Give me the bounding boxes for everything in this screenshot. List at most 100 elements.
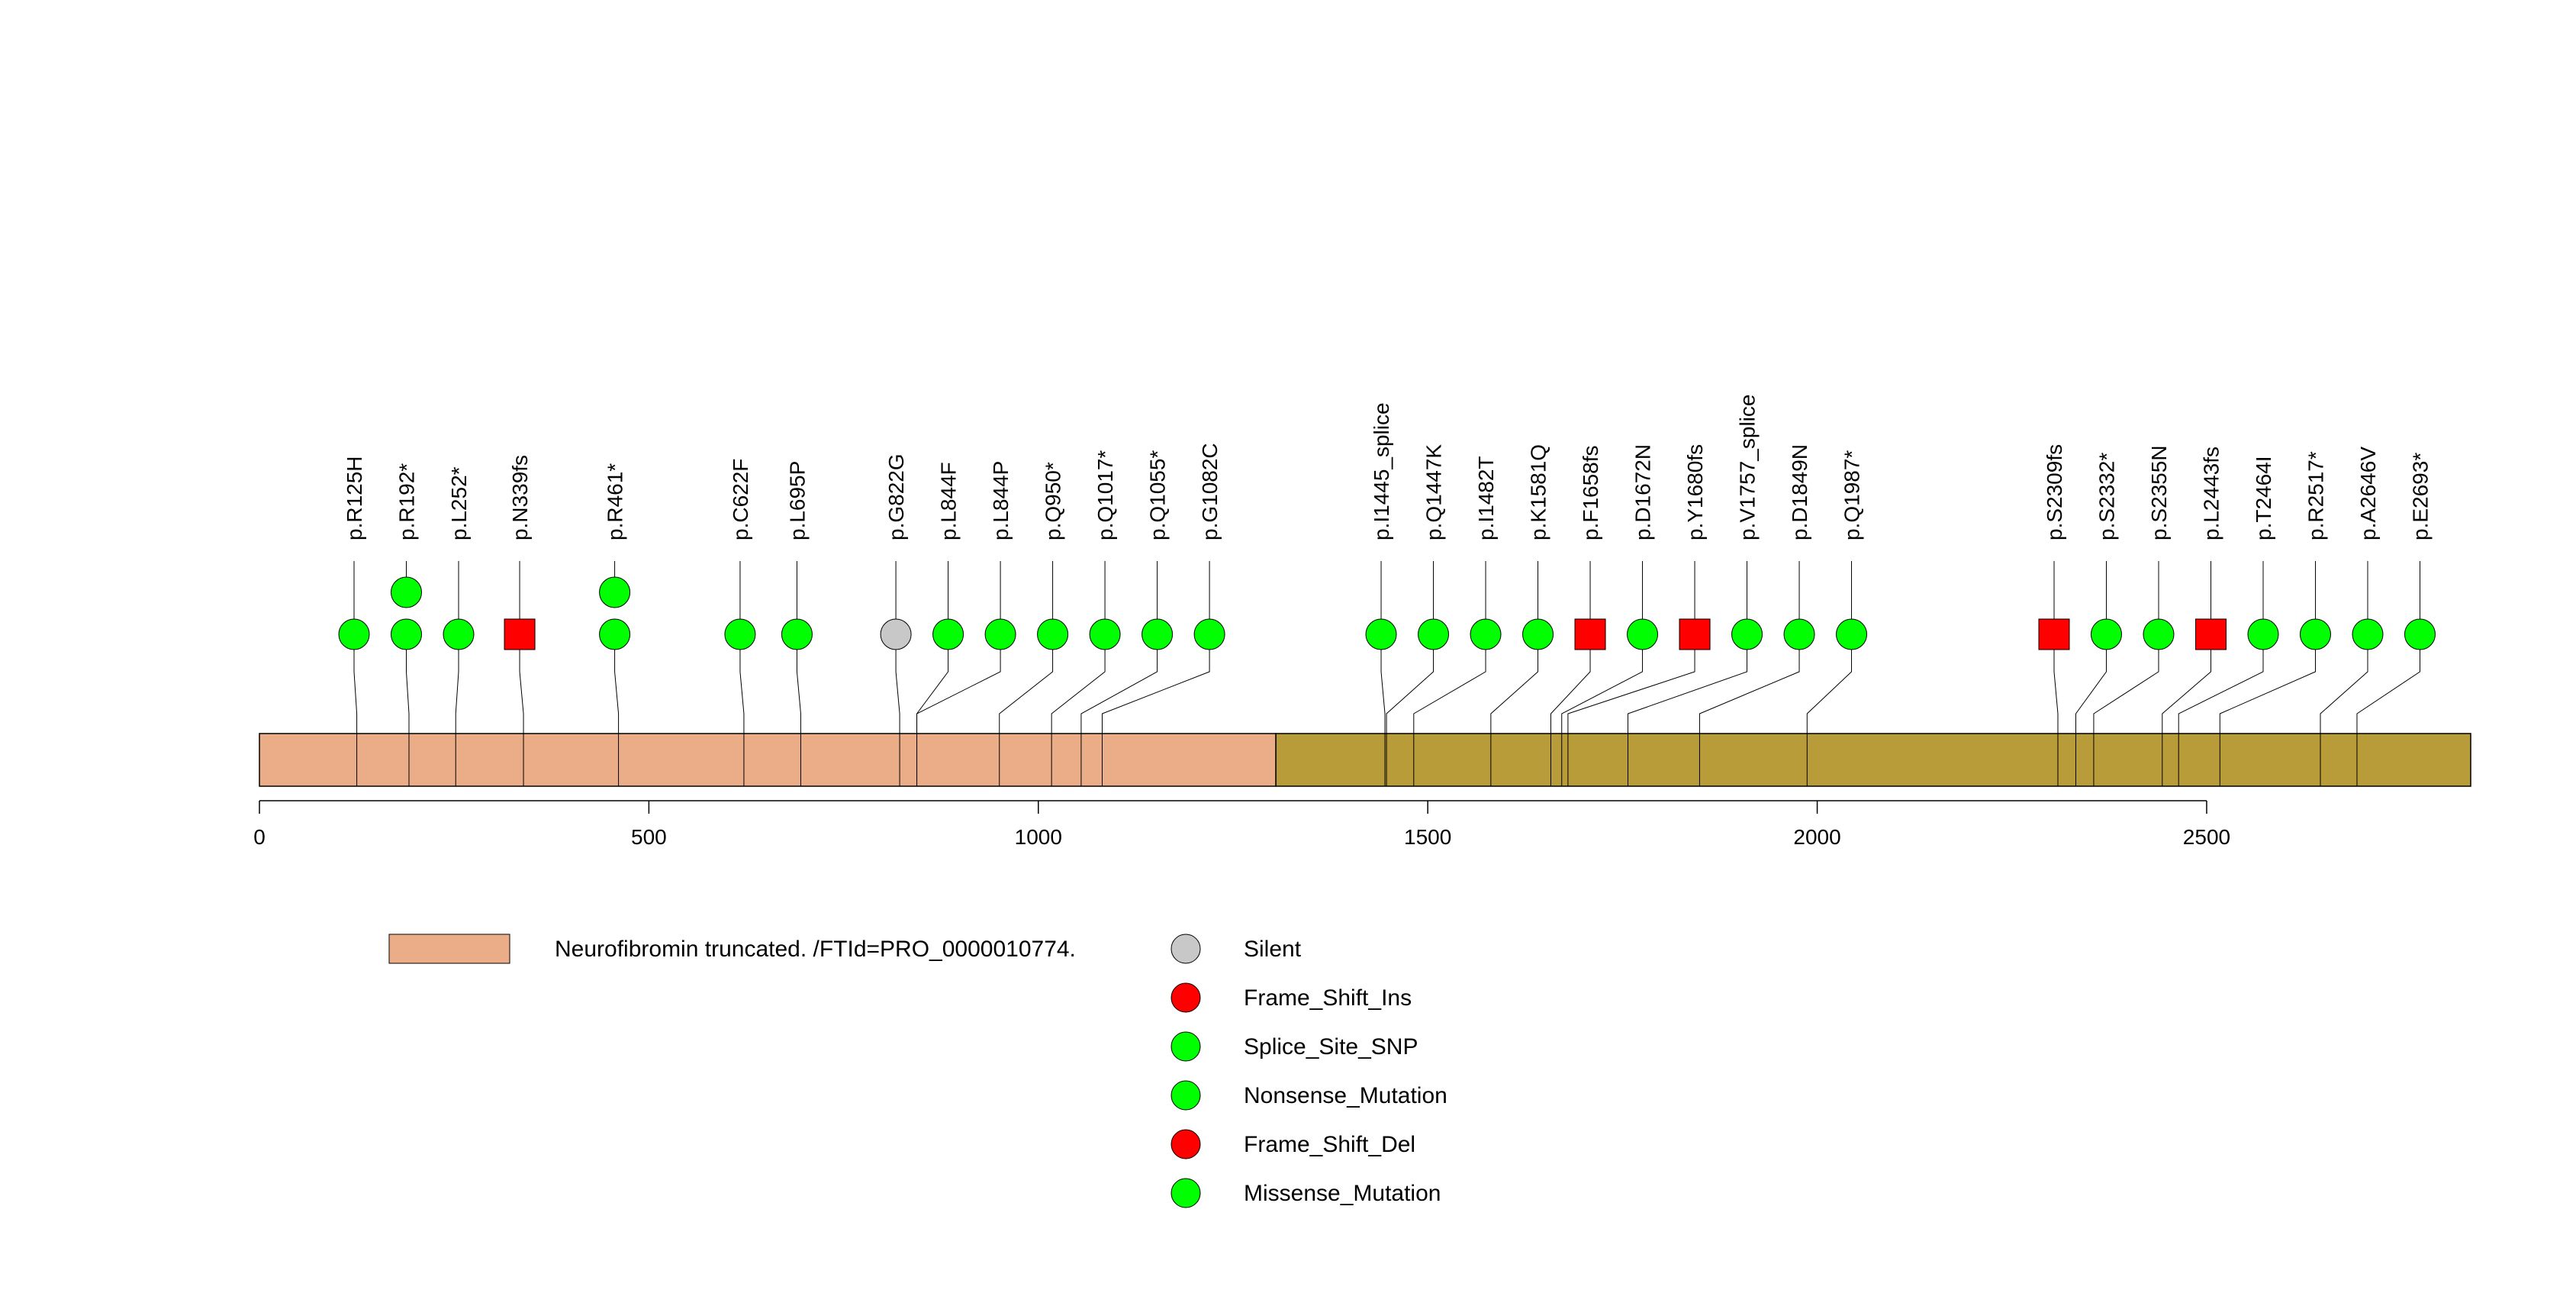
markers-layer (338, 576, 2436, 650)
mutation-label: p.Q1017* (1093, 450, 1117, 540)
mutation-label: p.L252* (447, 466, 471, 540)
mutation-connector (796, 634, 801, 786)
mutation-marker-square (2038, 618, 2070, 650)
mutation-marker-circle (724, 618, 756, 650)
legend-label-nonsense-mutation: Nonsense_Mutation (1244, 1083, 1447, 1108)
mutation-connector (2162, 634, 2211, 786)
mutation-marker-circle (2352, 618, 2384, 650)
mutation-marker-circle (599, 618, 631, 650)
mutation-label: p.Q1055* (1146, 450, 1170, 540)
legend-swatch-silent (1170, 934, 1201, 964)
mutation-label: p.S2355N (2147, 445, 2171, 540)
mutation-label: p.E2693* (2408, 453, 2432, 540)
mutation-marker-circle (1141, 618, 1174, 650)
legend-swatch-missense-mutation (1170, 1178, 1201, 1208)
mutation-connector (1080, 634, 1158, 786)
mutation-labels: p.R125H p.R192* p.L252* p.N339fs p.R461* p.C6… (343, 395, 2432, 540)
mutation-marker-square (1679, 618, 1711, 650)
mutation-marker-circle (599, 576, 631, 608)
domains-layer (259, 733, 2471, 787)
mutation-marker-circle (1470, 618, 1502, 650)
protein-domain-2 (1275, 733, 2471, 787)
mutation-connector (2219, 634, 2316, 786)
mutation-connector (1806, 634, 1853, 786)
mutation-marker-circle (1418, 618, 1450, 650)
mutation-label: p.Q950* (1042, 462, 1065, 540)
mutation-connector (1567, 634, 1695, 786)
mutation-marker-circle (1037, 618, 1069, 650)
x-axis: 0 500 1000 1500 2000 2500 (253, 800, 2230, 849)
x-tick-label: 0 (253, 825, 266, 849)
mutation-marker-circle (1731, 618, 1763, 650)
mutation-label: p.Q1447K (1422, 444, 1446, 540)
mutation-marker-circle (2090, 618, 2122, 650)
mutation-marker-circle (880, 618, 912, 650)
mutation-connector (455, 634, 459, 786)
x-tick-label: 500 (631, 825, 667, 849)
mutation-marker-circle (1836, 618, 1868, 650)
mutation-connector (2093, 634, 2159, 786)
mutation-label: p.D1849N (1788, 444, 1811, 540)
mutation-marker-circle (2299, 618, 2331, 650)
mutation-label: p.D1672N (1631, 444, 1655, 540)
mutation-marker-square (2194, 618, 2227, 650)
mutation-label: p.K1581Q (1527, 444, 1550, 540)
mutation-label: p.L844F (937, 462, 961, 540)
legend-label-splice-site-snp: Splice_Site_SNP (1244, 1034, 1418, 1059)
mutation-marker-square (1574, 618, 1606, 650)
mutation-connector (1550, 634, 1591, 786)
mutation-label: p.L695P (785, 461, 809, 540)
mutation-label: p.R192* (395, 463, 419, 540)
mutation-connector (2053, 634, 2059, 786)
mutation-label: p.I1445_splice (1370, 402, 1393, 540)
mutation-connector (1561, 634, 1644, 786)
mutation-connector (1380, 634, 1386, 786)
mutation-connector (2320, 634, 2368, 786)
protein-domain-1 (259, 733, 1277, 787)
mutation-label: p.G822G (884, 453, 908, 540)
legend-swatch-frame-shift-ins (1170, 982, 1201, 1013)
mutation-marker-circle (2143, 618, 2175, 650)
mutation-label: p.L844P (989, 461, 1013, 540)
mutation-connector (1101, 634, 1210, 786)
legend-label-silent: Silent (1244, 937, 1302, 962)
mutation-connector (2075, 634, 2107, 786)
mutation-marker-circle (2247, 618, 2279, 650)
mutation-connector (2178, 634, 2264, 786)
mutation-label: p.V1757_splice (1736, 395, 1760, 540)
mutation-connector (1628, 634, 1748, 786)
mutation-marker-circle (1783, 618, 1815, 650)
legend: Neurofibromin truncated. /FTId=PRO_00000… (388, 934, 1447, 1208)
mutation-marker-square (504, 618, 536, 650)
legend-label-frame-shift-del: Frame_Shift_Del (1244, 1132, 1415, 1157)
mutation-connector (739, 634, 745, 786)
mutation-marker-circle (1522, 618, 1554, 650)
mutation-marker-circle (1627, 618, 1659, 650)
mutation-label: p.L2443fs (2199, 447, 2223, 540)
mutation-connector (1051, 634, 1106, 786)
mutation-label: p.I1482T (1474, 456, 1498, 540)
mutation-connector (1699, 634, 1800, 786)
legend-label-missense-mutation: Missense_Mutation (1244, 1181, 1441, 1206)
mutation-connector (1386, 634, 1435, 786)
legend-domain-swatch (388, 934, 510, 964)
mutation-connector (999, 634, 1054, 786)
mutation-connector (1490, 634, 1539, 786)
mutation-connector (353, 634, 358, 786)
mutation-connector (2356, 634, 2420, 786)
mutation-label: p.G1082C (1198, 443, 1222, 540)
mutation-marker-circle (443, 618, 475, 650)
mutation-marker-circle (1365, 618, 1397, 650)
mutation-marker-circle (391, 618, 422, 650)
mutation-label: p.F1658fs (1579, 445, 1602, 540)
mutation-marker-circle (1089, 618, 1121, 650)
mutation-label: p.R461* (604, 463, 627, 540)
x-tick-label: 1500 (1404, 825, 1451, 849)
mutation-connector (519, 634, 524, 786)
mutation-label: p.S2332* (2095, 453, 2118, 540)
legend-domain-label: Neurofibromin truncated. /FTId=PRO_00000… (555, 937, 1076, 962)
mutation-label: p.Q1987* (1840, 450, 1864, 540)
mutation-connector (1413, 634, 1486, 786)
mutation-label: p.Y1680fs (1683, 444, 1707, 540)
